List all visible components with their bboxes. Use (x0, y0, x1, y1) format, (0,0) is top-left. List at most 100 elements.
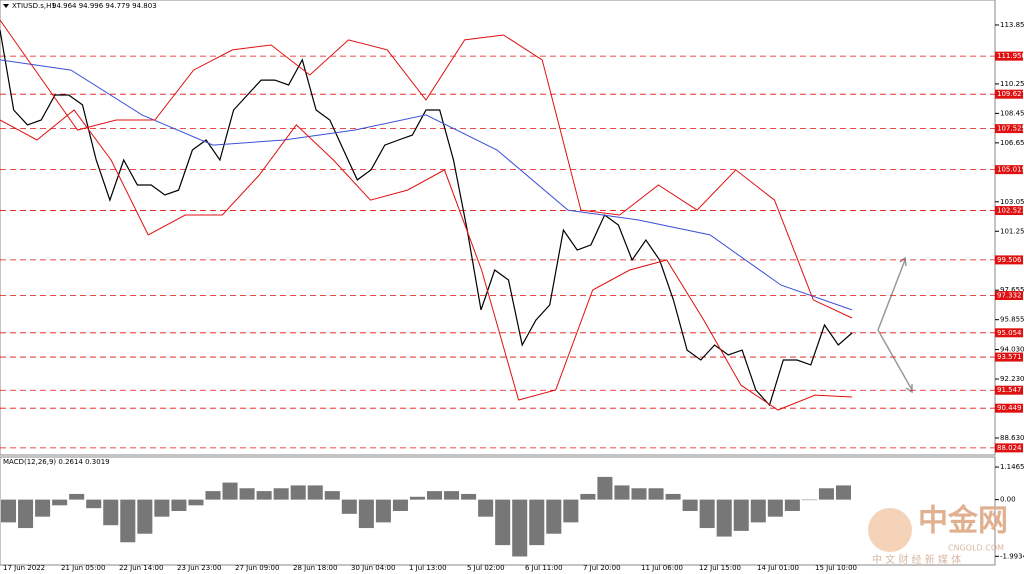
macd-bar (392, 499, 408, 511)
y-tick-label: 1.1465 (1000, 463, 1024, 471)
level-label: 105.019 (997, 166, 1024, 174)
level-label: 109.627 (997, 90, 1024, 98)
macd-bar (1, 499, 17, 523)
x-tick-label: 7 Jul 20:00 (583, 564, 621, 572)
macd-bar (205, 491, 221, 500)
macd-bar (818, 488, 834, 500)
watermark-site: CNGOLD.COM (948, 544, 1004, 553)
x-tick-label: 21 Jun 05:00 (61, 564, 105, 572)
macd-bar (427, 491, 443, 500)
x-tick-label: 1 Jul 13:00 (409, 564, 447, 572)
y-tick-label: 101.255 (1000, 227, 1024, 235)
macd-bar (273, 488, 289, 500)
macd-bar (154, 499, 170, 517)
macd-bar (239, 488, 255, 500)
level-label: 97.332 (997, 291, 1022, 299)
y-tick-label: 113.855 (1000, 21, 1024, 29)
macd-bar (614, 485, 630, 500)
macd-bar (716, 499, 732, 537)
level-badge (995, 290, 1023, 300)
level-badge (995, 403, 1023, 413)
price-line (0, 19, 853, 319)
macd-bar (750, 499, 766, 523)
level-badge (995, 89, 1023, 99)
macd-bar (103, 499, 119, 526)
macd-bar (137, 499, 153, 534)
x-tick-label: 14 Jul 01:00 (757, 564, 799, 572)
y-tick-label: 0.00 (1000, 496, 1016, 504)
macd-bar (86, 499, 102, 509)
level-label: 107.525 (997, 125, 1024, 133)
macd-bar (478, 499, 494, 517)
macd-bar (597, 476, 613, 500)
level-badge (995, 328, 1023, 338)
macd-bar (341, 499, 357, 514)
y-tick-label: 94.030 (1000, 346, 1024, 354)
x-tick-label: 28 Jun 18:00 (293, 564, 337, 572)
level-label: 102.521 (997, 207, 1024, 215)
forecast-arrows (877, 256, 913, 394)
macd-bar (324, 491, 340, 500)
watermark-logo (868, 508, 912, 552)
macd-bar (52, 499, 68, 506)
level-badge (995, 165, 1023, 175)
macd-bar (444, 491, 460, 500)
chart-subtitle: 94.964 94.996 94.779 94.803 (52, 2, 157, 10)
level-badge (995, 206, 1023, 216)
level-label: 93.571 (997, 353, 1022, 361)
macd-bar (580, 493, 596, 500)
x-tick-label: 23 Jun 23:00 (177, 564, 221, 572)
macd-bar (358, 499, 374, 529)
macd-bar (631, 488, 647, 500)
macd-bar (307, 485, 323, 500)
macd-bar (767, 499, 783, 517)
macd-bar (188, 499, 204, 506)
x-tick-label: 6 Jul 11:00 (525, 564, 563, 572)
level-badge (995, 385, 1023, 395)
level-label: 88.024 (997, 444, 1022, 452)
x-tick-label: 5 Jul 02:00 (467, 564, 505, 572)
macd-bar (529, 499, 545, 546)
level-badge (995, 255, 1023, 265)
macd-bar (801, 499, 817, 501)
macd-bar (409, 496, 425, 500)
y-tick-label: -1.9934 (1000, 552, 1024, 560)
macd-bar (495, 499, 511, 546)
level-badge (995, 124, 1023, 134)
watermark-tagline: 中 文 财 经 新 媒 体 (872, 553, 961, 566)
level-badge (995, 51, 1023, 61)
y-tick-label: 103.055 (1000, 198, 1024, 206)
x-tick-label: 30 Jun 04:00 (351, 564, 395, 572)
level-label: 95.054 (997, 329, 1022, 337)
macd-bar (648, 488, 664, 500)
price-line (0, 59, 853, 311)
y-tick-label: 110.255 (1000, 80, 1024, 88)
level-badge (995, 352, 1023, 362)
y-tick-label: 88.630 (1000, 434, 1024, 442)
menu-icon (3, 4, 9, 8)
y-tick-label: 95.855 (1000, 316, 1024, 324)
macd-bar (546, 499, 562, 534)
price-panel (0, 0, 996, 456)
x-tick-label: 27 Jun 09:00 (235, 564, 279, 572)
y-tick-label: 106.655 (1000, 139, 1024, 147)
macd-title: MACD(12,26,9) 0.2614 0.3019 (3, 458, 110, 466)
macd-bar (461, 493, 477, 500)
macd-bar (120, 499, 136, 543)
macd-bar (563, 499, 579, 523)
macd-bar (733, 499, 749, 531)
price-line (0, 29, 853, 407)
macd-bar (375, 499, 391, 523)
level-label: 111.950 (997, 52, 1024, 60)
x-tick-label: 11 Jul 06:00 (641, 564, 683, 572)
y-tick-label: 97.655 (1000, 286, 1024, 294)
x-tick-label: 22 Jun 14:00 (119, 564, 163, 572)
macd-bar (18, 499, 34, 529)
x-tick-label: 15 Jul 10:00 (815, 564, 857, 572)
x-tick-label: 12 Jul 15:00 (699, 564, 741, 572)
x-tick-label: 17 Jun 2022 (3, 564, 45, 572)
macd-bar (682, 499, 698, 511)
level-label: 91.547 (997, 386, 1022, 394)
y-tick-label: 92.230 (1000, 375, 1024, 383)
macd-bar (290, 485, 306, 500)
